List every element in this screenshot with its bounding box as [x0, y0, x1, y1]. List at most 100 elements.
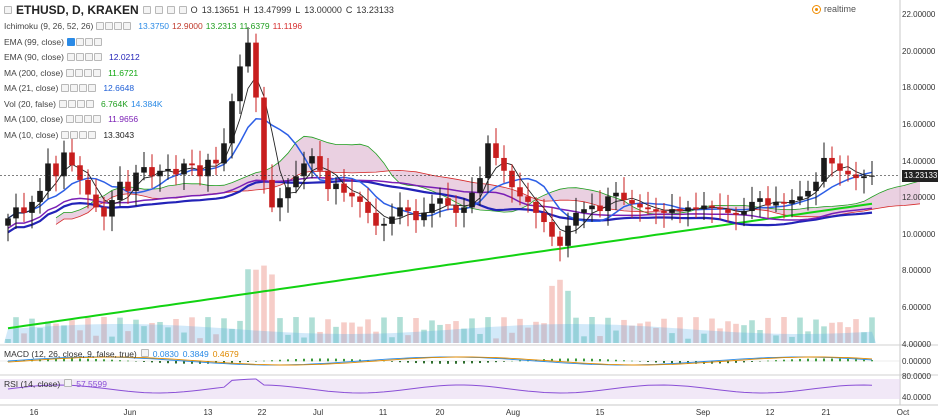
visibility-icon[interactable]	[66, 115, 75, 123]
candle-body	[733, 212, 739, 215]
settings-icon[interactable]	[70, 84, 79, 92]
volume-bar	[413, 318, 419, 343]
indicator-controls	[96, 22, 132, 30]
volume-bar	[837, 322, 843, 343]
remove-icon[interactable]	[84, 68, 93, 77]
macd-histogram-bar	[791, 359, 793, 362]
visibility-icon[interactable]	[58, 99, 67, 108]
visibility-icon[interactable]	[67, 37, 75, 46]
volume-bar	[653, 327, 659, 343]
volume-bar	[781, 317, 787, 343]
settings-icon[interactable]	[76, 53, 84, 61]
candle-body	[229, 101, 235, 144]
more-icon[interactable]	[93, 115, 102, 123]
volume-bar	[149, 322, 155, 343]
candle-body	[101, 207, 107, 217]
visibility-icon[interactable]	[67, 53, 75, 61]
candle-body	[341, 183, 347, 193]
macd-histogram-bar	[575, 358, 577, 362]
y-axis-label: 6.00000	[902, 303, 931, 313]
settings-icon[interactable]	[70, 130, 79, 139]
volume-bar	[557, 279, 563, 343]
collapse-icon[interactable]	[4, 6, 12, 14]
candle-body	[773, 201, 779, 206]
more-icon[interactable]	[93, 68, 102, 77]
settings-icon[interactable]	[76, 37, 84, 46]
volume-bar	[165, 327, 171, 343]
indicator-value: 13.2313	[205, 21, 237, 31]
x-axis-label: 21	[821, 408, 831, 417]
more-icon[interactable]	[88, 130, 97, 139]
indicator-row[interactable]: Ichimoku (9, 26, 52, 26) 13.3750 12.9000 13…	[4, 21, 302, 31]
compare-icon[interactable]	[166, 6, 175, 14]
candle-body	[157, 170, 163, 177]
remove-icon[interactable]	[79, 130, 88, 139]
rsi-axis-80: 80.0000	[902, 372, 931, 381]
indicator-controls	[61, 84, 97, 92]
macd-settings-icon[interactable]	[140, 349, 149, 357]
macd-histogram-bar	[767, 360, 769, 362]
volume-bar	[485, 317, 491, 343]
visibility-icon[interactable]	[96, 22, 105, 30]
macd-histogram-bar	[87, 358, 89, 362]
remove-icon[interactable]	[85, 53, 93, 61]
remove-icon[interactable]	[84, 115, 93, 123]
indicator-row[interactable]: MA (21, close) 12.6648	[4, 83, 134, 93]
remove-icon[interactable]	[76, 99, 85, 108]
visibility-icon[interactable]	[154, 6, 163, 14]
candle-body	[637, 203, 643, 208]
indicator-row[interactable]: MA (10, close) 13.3043	[4, 130, 134, 140]
indicator-value: 12.9000	[172, 21, 203, 31]
indicator-row[interactable]: EMA (99, close)	[4, 37, 106, 47]
candle-body	[541, 212, 547, 223]
rsi-settings-icon[interactable]	[64, 379, 73, 387]
more-icon[interactable]	[178, 6, 187, 14]
settings-icon[interactable]	[75, 115, 84, 123]
volume-bar	[869, 317, 875, 343]
macd-histogram-bar	[415, 361, 417, 364]
candle-body	[173, 168, 179, 175]
indicator-label: MA (21, close)	[4, 83, 59, 93]
candle-body	[405, 207, 411, 212]
more-icon[interactable]	[85, 99, 94, 108]
macd-histogram-bar	[727, 361, 729, 364]
visibility-icon[interactable]	[61, 84, 70, 92]
candle-body	[413, 211, 419, 221]
settings-icon[interactable]	[75, 68, 84, 77]
volume-bar	[637, 323, 643, 343]
macd-histogram-bar	[775, 360, 777, 362]
macd-histogram-bar	[823, 358, 825, 362]
indicator-row[interactable]: MA (200, close) 11.6721	[4, 68, 138, 78]
volume-bar	[429, 320, 435, 343]
more-icon[interactable]	[88, 84, 97, 92]
settings-icon[interactable]	[105, 22, 114, 30]
visibility-icon[interactable]	[66, 68, 75, 77]
visibility-icon[interactable]	[61, 130, 70, 139]
volume-bar	[421, 329, 427, 343]
remove-icon[interactable]	[114, 22, 123, 30]
candle-body	[621, 192, 627, 201]
current-price-tag: 13.23133	[902, 169, 938, 182]
macd-value-1: 0.0830	[152, 349, 179, 359]
remove-icon[interactable]	[79, 84, 88, 92]
indicator-row[interactable]: Vol (20, false) 6.764K 14.384K	[4, 99, 163, 109]
candle-body	[149, 167, 155, 177]
more-icon[interactable]	[123, 22, 132, 30]
volume-bar	[325, 319, 331, 343]
candle-body	[861, 176, 867, 179]
candle-body	[597, 205, 603, 212]
indicator-row[interactable]: MA (100, close) 11.9656	[4, 114, 138, 124]
settings-icon[interactable]	[142, 6, 151, 14]
volume-bar	[357, 326, 363, 343]
macd-histogram-bar	[79, 358, 81, 362]
more-icon[interactable]	[94, 53, 102, 61]
candle-body	[333, 183, 339, 190]
indicator-row[interactable]: EMA (90, close) 12.0212	[4, 52, 140, 62]
candle-body	[205, 159, 211, 177]
macd-legend: MACD (12, 26, close, 9, false, true) 0.0…	[4, 349, 239, 359]
candle-body	[693, 207, 699, 210]
remove-icon[interactable]	[85, 37, 93, 46]
more-icon[interactable]	[94, 37, 102, 46]
settings-icon[interactable]	[67, 99, 76, 108]
